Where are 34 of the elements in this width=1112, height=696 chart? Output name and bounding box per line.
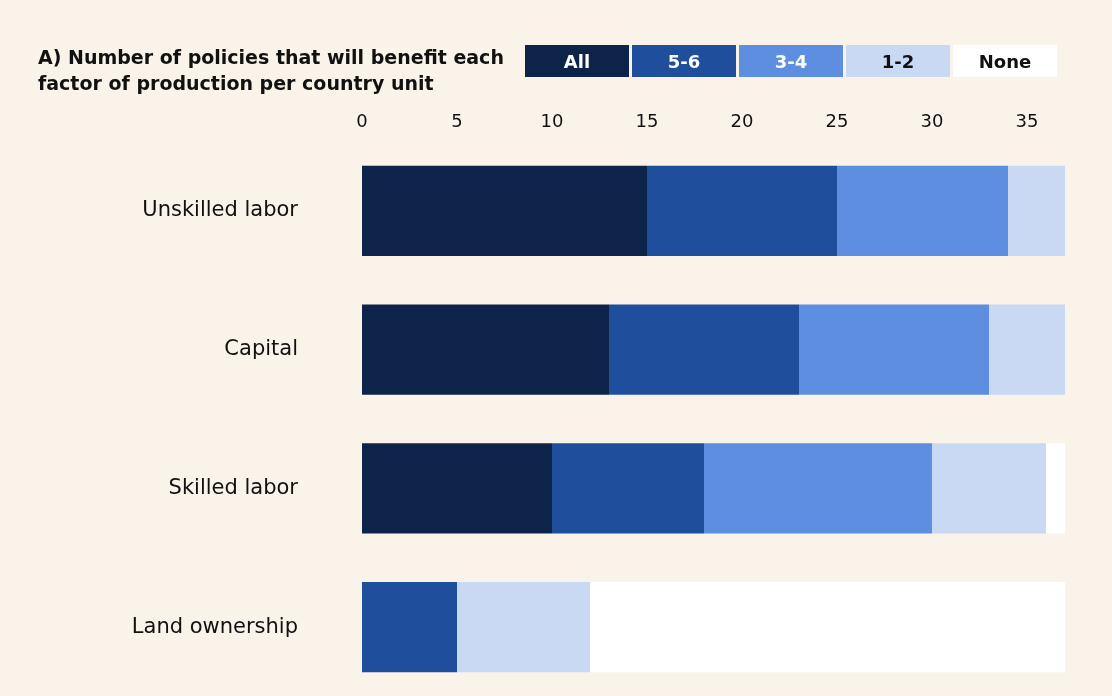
bar [932,443,1046,534]
x-tick-label: 15 [635,110,659,132]
bar [989,304,1065,395]
bar [362,581,457,673]
bar [1008,165,1065,257]
text: 1-2 [846,45,950,77]
bar [799,304,989,395]
y-tick-label: Land ownership [131,613,298,638]
x-tick-label: 20 [730,110,754,132]
bar [590,581,1065,673]
x-tick-label: 25 [825,110,849,132]
x-tick-label: 0 [356,110,368,132]
x-tick-label: 30 [920,110,944,132]
bar [704,443,932,534]
text: 5-6 [632,45,736,77]
x-tick-label: 35 [1015,110,1039,132]
text: None [953,45,1057,77]
chart-title: A) Number of policies that will benefit each factor of production per country unit [38,45,505,96]
y-tick-label: Skilled labor [168,474,299,499]
text: 3-4 [739,45,843,77]
x-tick-label: 5 [451,110,463,132]
bar [362,443,552,534]
bar [362,304,609,395]
y-tick-label: Capital [224,336,298,361]
x-tick-label: 10 [540,110,564,132]
text: All [525,45,629,77]
bar [552,443,704,534]
bar [647,165,837,257]
y-tick-label: Unskilled labor [142,197,299,222]
bar [1046,443,1065,534]
bar [837,165,1008,257]
bar [457,581,590,673]
bar [609,304,799,395]
bar [362,165,647,257]
